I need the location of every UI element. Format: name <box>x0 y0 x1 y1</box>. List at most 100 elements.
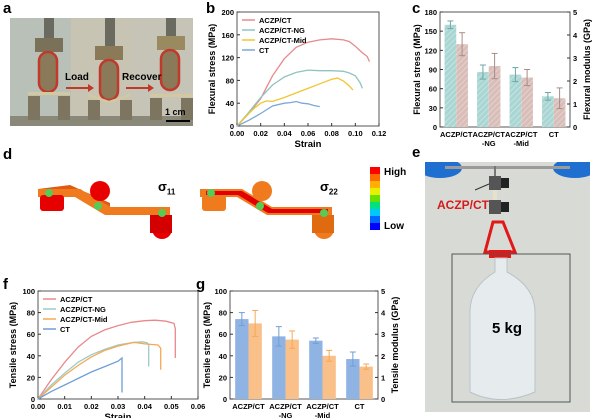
fixture-right <box>150 18 193 120</box>
sigma22-label: σ22 <box>320 179 338 197</box>
legend-label: ACZP/CT-NG <box>259 26 305 35</box>
y2-tick-label: 4 <box>381 309 386 318</box>
bottle-handle <box>483 220 518 254</box>
bar <box>521 77 533 127</box>
sigma22-symbol: σ <box>320 179 329 194</box>
y-tick-label: 40 <box>219 352 227 361</box>
y-tick-label: 40 <box>27 352 35 361</box>
series-line-aczp-ct <box>37 319 176 400</box>
x-tick-label: 0.02 <box>84 402 99 411</box>
bar <box>346 359 360 399</box>
y2-axis-label: Tensile modulus (GPa) <box>390 297 400 394</box>
x-axis-label: Strain <box>105 412 132 418</box>
y-axis-label: Tensile stress (MPa) <box>202 302 212 388</box>
y2-tick-label: 1 <box>381 373 385 382</box>
y2-tick-label: 3 <box>573 54 577 63</box>
colorbar-segment <box>370 167 380 174</box>
category-label: ACZP/CT <box>269 402 302 411</box>
scale-bar-label: 1 cm <box>165 107 186 117</box>
bar <box>488 66 501 127</box>
bar <box>444 24 457 127</box>
y-tick-label: 20 <box>27 373 35 382</box>
category-label: ACZP/CT <box>473 130 506 139</box>
bar <box>248 323 262 399</box>
y-tick-label: 200 <box>221 8 234 17</box>
y-tick-label: 30 <box>429 104 437 113</box>
y2-tick-label: 0 <box>381 395 385 404</box>
colorbar-segment <box>370 188 380 195</box>
y-axis-label: Flexural stress (MPa) <box>412 24 422 115</box>
chart-f-tensile-stress-strain: 0.00 0.01 0.02 0.03 0.04 0.05 0.06 0 20 40 60 80 100… <box>8 287 205 418</box>
x-tick-label: 0.10 <box>348 129 363 138</box>
series-line-aczp-ct <box>236 38 371 127</box>
panel-label-d: d <box>3 146 13 163</box>
y-tick-label: 0 <box>223 395 227 404</box>
y2-tick-label: 1 <box>573 100 577 109</box>
bar <box>456 44 468 128</box>
y2-tick-label: 3 <box>381 330 385 339</box>
sim-beam-sigma11 <box>38 181 172 239</box>
colorbar-segment <box>370 174 380 181</box>
sigma22-subscript: 22 <box>328 187 338 197</box>
legend-label: ACZP/CT-Mid <box>259 36 307 45</box>
y-tick-label: 90 <box>429 66 437 75</box>
legend-label: ACZP/CT-Mid <box>60 315 108 324</box>
panel-d-simulation: σ11 σ22 High Low <box>10 165 420 255</box>
x-tick-label: 0.02 <box>253 129 268 138</box>
clamp-top <box>489 176 501 190</box>
x-tick-label: 0.05 <box>164 402 179 411</box>
category-label: CT <box>549 130 559 139</box>
bar <box>542 96 554 127</box>
y-tick-label: 60 <box>219 330 227 339</box>
load-label: Load <box>65 72 89 83</box>
category-label: -NG <box>279 411 293 418</box>
glove-right <box>553 162 590 178</box>
category-label: -Mid <box>514 139 530 148</box>
y2-tick-label: 0 <box>573 123 577 132</box>
category-label: -NG <box>482 139 496 148</box>
y-tick-label: 60 <box>27 330 35 339</box>
fixture-mid <box>87 18 132 120</box>
colorbar-segment <box>370 223 380 230</box>
panel-a-photo: Load Recover 1 cm <box>10 18 193 126</box>
fixture-left <box>28 18 70 120</box>
y-tick-label: 160 <box>221 31 234 40</box>
y-tick-label: 20 <box>219 373 227 382</box>
sigma11-symbol: σ <box>158 179 167 194</box>
series-line-ct <box>37 356 123 400</box>
water-bottle <box>469 257 536 400</box>
panel-label-b: b <box>206 0 216 17</box>
category-label: ACZP/CT <box>440 130 473 139</box>
x-tick-label: 0.03 <box>111 402 126 411</box>
bar <box>285 339 299 399</box>
chart-c-flexural-bars: 0 30 60 90 120 150 180 0 1 2 3 4 5 Flexural stress (M… <box>412 8 592 148</box>
bar <box>309 340 323 399</box>
y-tick-label: 80 <box>27 309 35 318</box>
legend-label: CT <box>259 46 269 55</box>
y2-tick-label: 5 <box>573 8 577 17</box>
y2-axis-label: Flexural modulus (GPa) <box>582 19 592 120</box>
y-tick-label: 0 <box>31 395 35 404</box>
recover-label: Recover <box>122 72 162 83</box>
category-label: ACZP/CT <box>505 130 538 139</box>
panel-label-g: g <box>196 276 206 293</box>
colorbar-segment <box>370 209 380 216</box>
pointer-arrow-icon <box>474 183 490 191</box>
y2-tick-label: 4 <box>573 31 578 40</box>
y-tick-label: 120 <box>424 46 437 55</box>
panel-label-e: e <box>412 144 421 161</box>
y2-tick-label: 2 <box>381 352 385 361</box>
x-tick-label: 0.04 <box>277 129 292 138</box>
y-tick-label: 40 <box>226 99 234 108</box>
bar <box>553 98 566 127</box>
colorbar-low-label: Low <box>384 221 404 232</box>
bar <box>477 72 489 127</box>
y-tick-label: 120 <box>221 54 234 63</box>
colorbar-segment <box>370 202 380 209</box>
x-tick-label: 0.06 <box>191 402 205 411</box>
y-tick-label: 0 <box>433 123 437 132</box>
bar <box>322 355 336 399</box>
series-line-aczp-ct-mid <box>37 341 162 400</box>
sim-beam-sigma22 <box>200 181 334 239</box>
y-tick-label: 80 <box>226 76 234 85</box>
